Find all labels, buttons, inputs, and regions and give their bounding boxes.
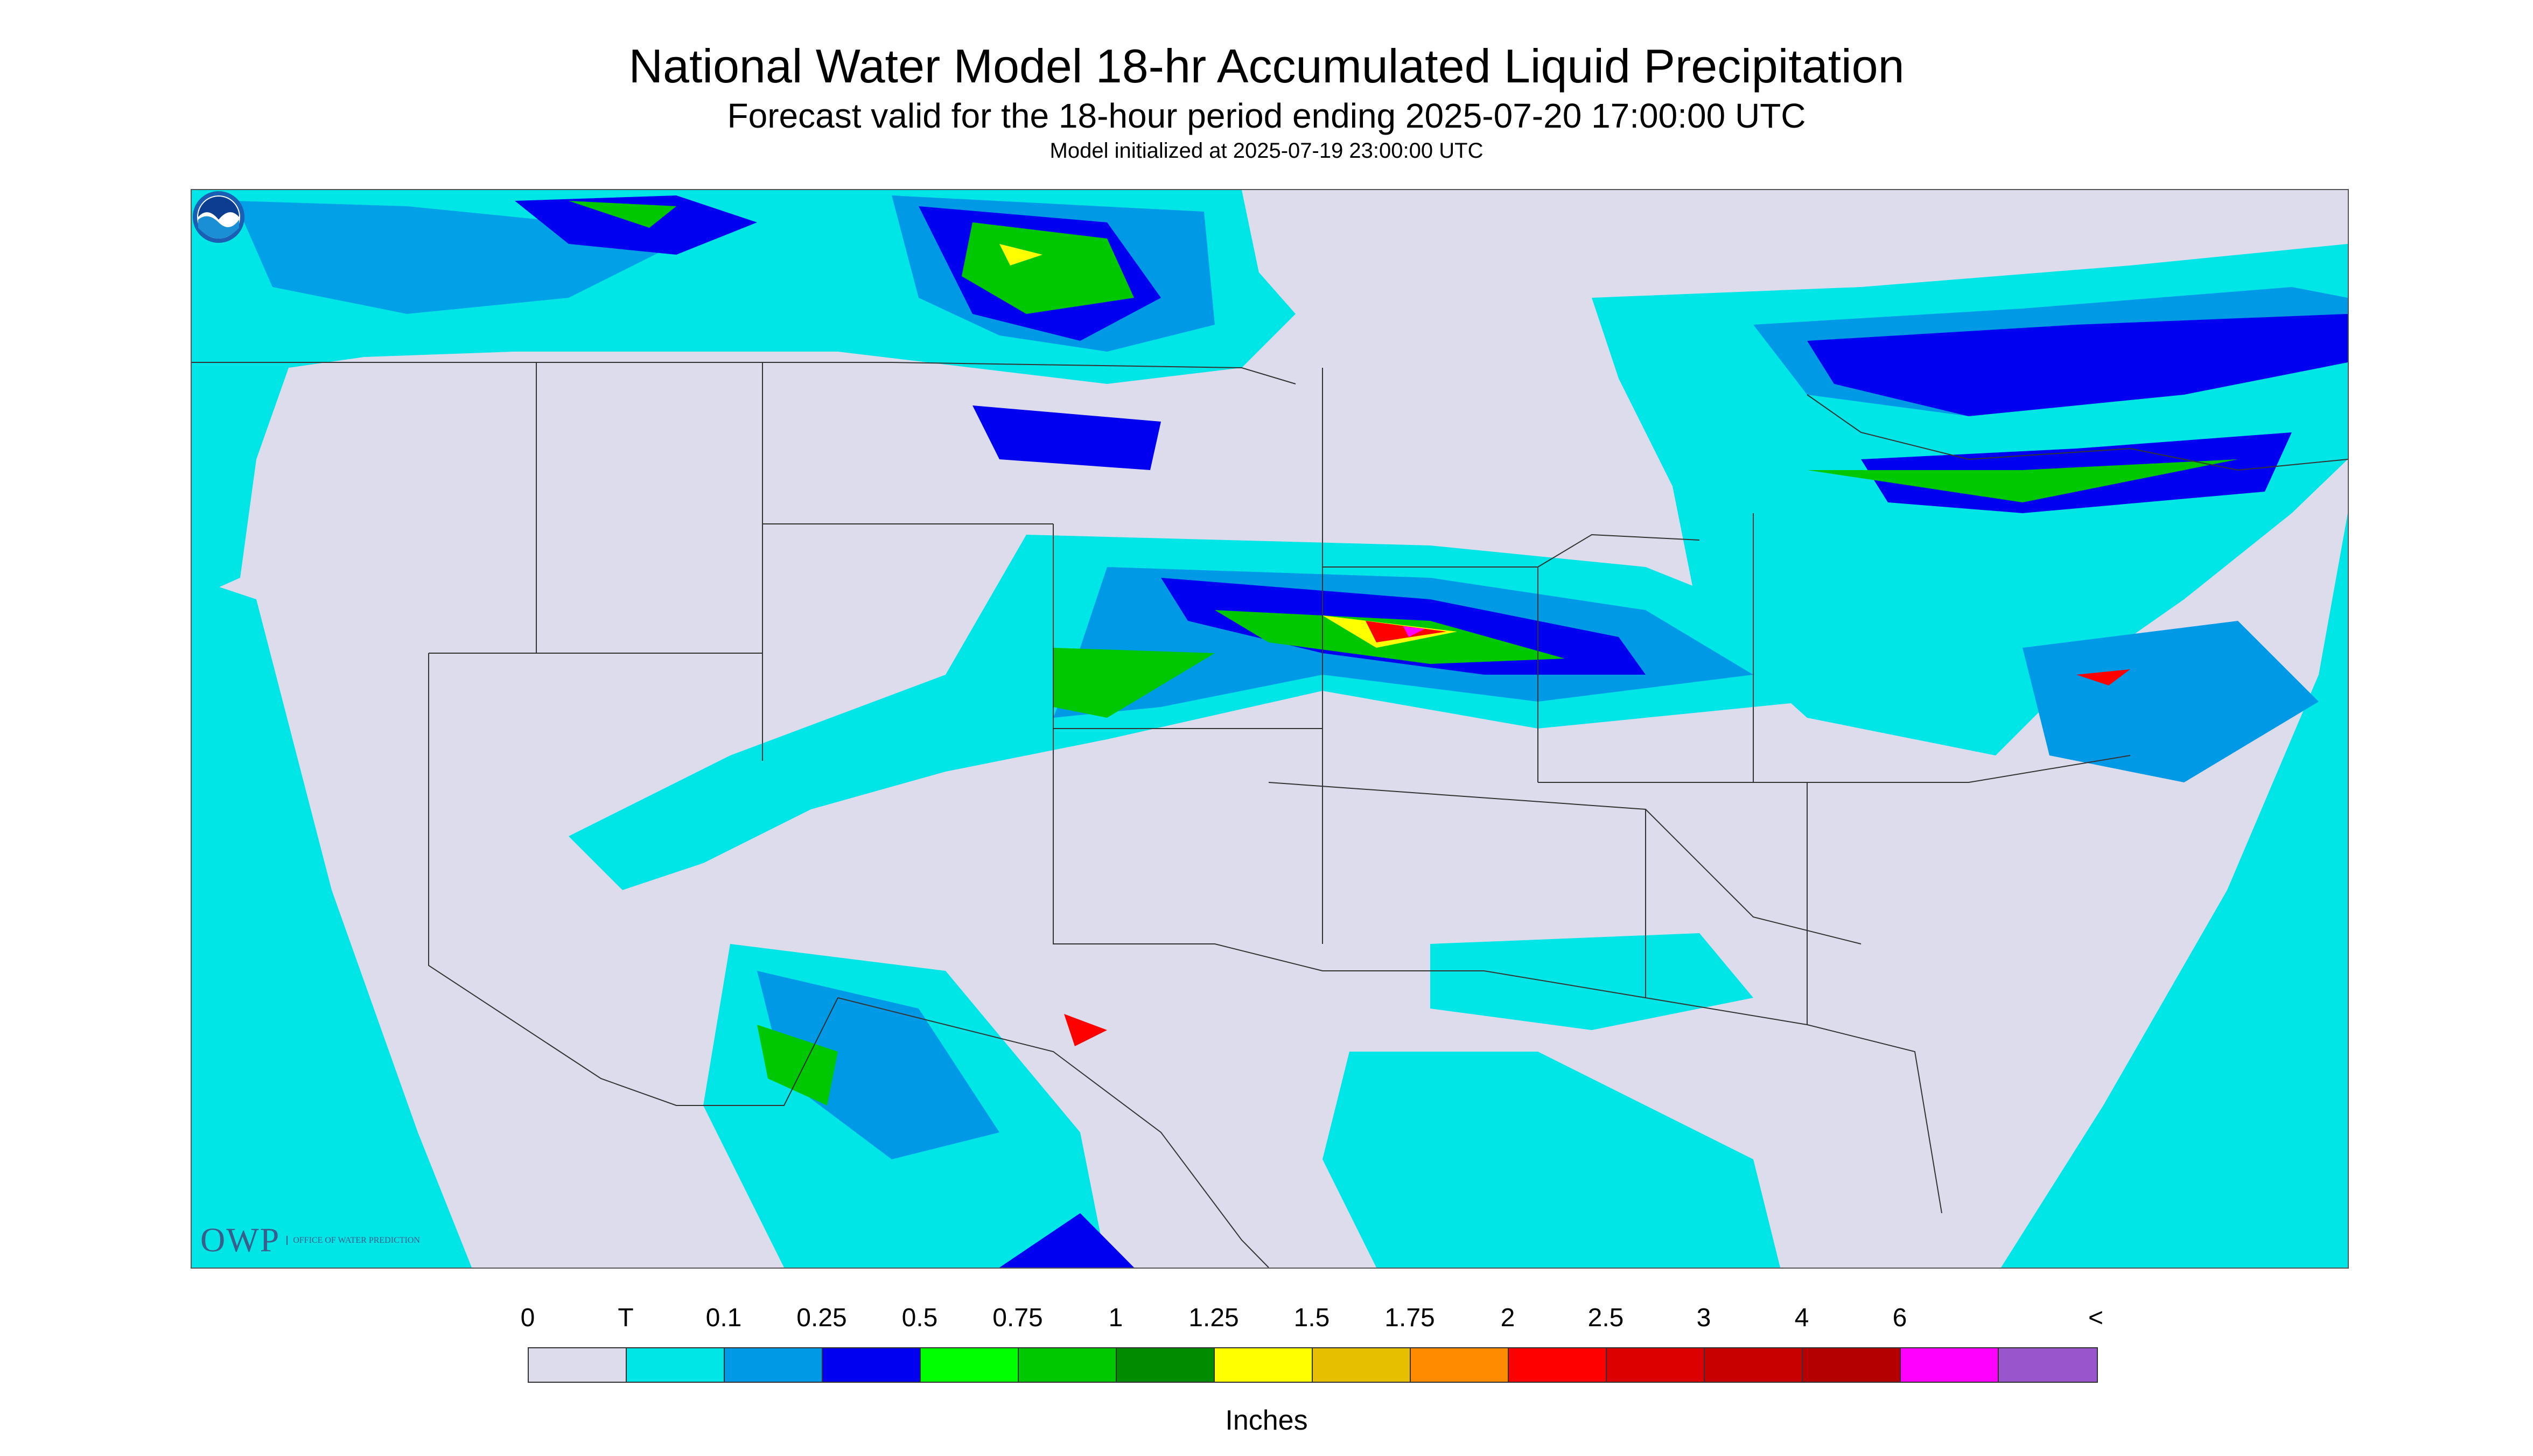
peak-precip-areas xyxy=(1403,626,1425,637)
model-init-line: Model initialized at 2025-07-19 23:00:00… xyxy=(1049,139,1484,163)
noaa-logo-icon xyxy=(193,191,244,243)
legend-swatch xyxy=(1215,1348,1313,1382)
legend-label: 0.1 xyxy=(705,1304,742,1332)
owp-logo: OWP OFFICE OF WATER PREDICTION xyxy=(200,1220,420,1260)
legend-swatch xyxy=(1019,1348,1117,1382)
legend-labels: 0 T 0.1 0.25 0.5 0.75 1 1.25 1.5 1.75 2 2.5 3 4 6 < xyxy=(0,1303,2533,1335)
legend-swatch xyxy=(1313,1348,1411,1382)
legend-label: 0 xyxy=(520,1304,535,1332)
legend-swatch xyxy=(1999,1348,2097,1382)
legend-swatch xyxy=(1607,1348,1705,1382)
legend-label: < xyxy=(2088,1304,2104,1332)
legend-label: 0.5 xyxy=(901,1304,938,1332)
legend-label: 2 xyxy=(1500,1304,1515,1332)
legend-label: 1 xyxy=(1108,1304,1123,1332)
map-title: National Water Model 18-hr Accumulated L… xyxy=(628,39,1905,93)
map-canvas xyxy=(192,190,2348,1268)
legend-swatch xyxy=(1803,1348,1901,1382)
legend-label: 0.75 xyxy=(992,1304,1043,1332)
legend-label: T xyxy=(618,1304,634,1332)
legend-color-bar xyxy=(528,1347,2098,1383)
legend-swatch xyxy=(1705,1348,1803,1382)
legend-swatch xyxy=(1509,1348,1607,1382)
legend-label: 0.25 xyxy=(796,1304,847,1332)
legend-swatch xyxy=(627,1348,725,1382)
legend-label: 6 xyxy=(1892,1304,1907,1332)
precipitation-map[interactable]: OWP OFFICE OF WATER PREDICTION xyxy=(191,189,2349,1269)
legend-units: Inches xyxy=(1225,1405,1308,1436)
legend-label: 2.5 xyxy=(1587,1304,1624,1332)
legend-swatch xyxy=(725,1348,823,1382)
legend-swatch xyxy=(921,1348,1019,1382)
legend-swatch xyxy=(529,1348,627,1382)
legend-swatch xyxy=(1117,1348,1215,1382)
legend-label: 1.25 xyxy=(1188,1304,1239,1332)
owp-logo-text: OWP xyxy=(200,1221,281,1259)
boundary-lines xyxy=(192,362,2348,1268)
owp-logo-subtext: OFFICE OF WATER PREDICTION xyxy=(286,1235,420,1245)
map-subtitle: Forecast valid for the 18-hour period en… xyxy=(727,96,1806,135)
legend-label: 4 xyxy=(1794,1304,1809,1332)
legend-swatch xyxy=(1901,1348,1999,1382)
legend-swatch xyxy=(823,1348,921,1382)
legend-label: 1.75 xyxy=(1384,1304,1435,1332)
legend-label: 1.5 xyxy=(1293,1304,1330,1332)
legend-swatch xyxy=(1411,1348,1509,1382)
legend-label: 3 xyxy=(1696,1304,1711,1332)
